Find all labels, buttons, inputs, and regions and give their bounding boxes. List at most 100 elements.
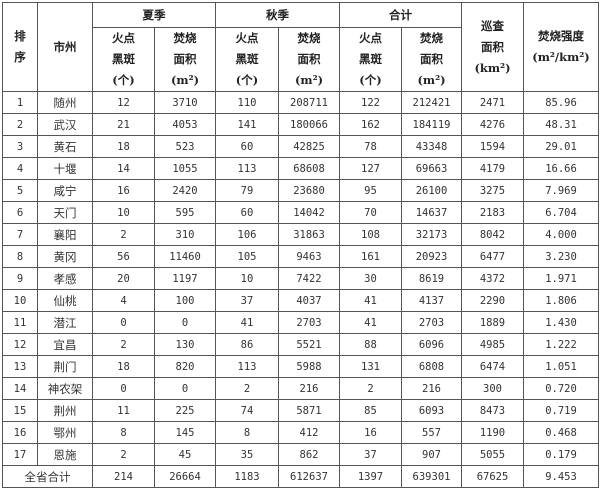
cell-autumn-burn-area: 2703 bbox=[278, 311, 340, 334]
cell-city: 天门 bbox=[37, 201, 93, 224]
cell-total-autumn-fire-spots: 1183 bbox=[215, 465, 279, 488]
cell-summer-burn-area: 595 bbox=[154, 201, 216, 224]
cell-patrol-area: 1190 bbox=[461, 421, 524, 444]
cell-summer-fire-spots: 0 bbox=[92, 377, 155, 400]
cell-summer-burn-area: 145 bbox=[154, 421, 216, 444]
cell-summer-fire-spots: 0 bbox=[92, 311, 155, 334]
cell-autumn-fire-spots: 35 bbox=[215, 443, 279, 466]
cell-summer-fire-spots: 2 bbox=[92, 443, 155, 466]
cell-total-burn-area: 6808 bbox=[401, 355, 462, 378]
cell-rank: 6 bbox=[2, 201, 38, 224]
cell-autumn-burn-area: 4037 bbox=[278, 289, 340, 312]
cell-autumn-burn-area: 862 bbox=[278, 443, 340, 466]
cell-burn-intensity: 1.222 bbox=[523, 333, 599, 356]
cell-city: 荆州 bbox=[37, 399, 93, 422]
cell-total-burn-area: 26100 bbox=[401, 179, 462, 202]
header-rank: 排序 bbox=[2, 2, 38, 92]
cell-total-fire-spots: 88 bbox=[339, 333, 402, 356]
cell-burn-intensity: 1.051 bbox=[523, 355, 599, 378]
cell-autumn-burn-area: 5521 bbox=[278, 333, 340, 356]
total-row-label: 全省合计 bbox=[2, 465, 93, 488]
cell-patrol-area: 2183 bbox=[461, 201, 524, 224]
cell-rank: 11 bbox=[2, 311, 38, 334]
cell-summer-fire-spots: 20 bbox=[92, 267, 155, 290]
cell-patrol-area: 6474 bbox=[461, 355, 524, 378]
cell-patrol-area: 1889 bbox=[461, 311, 524, 334]
total-row: 全省合计 214 26664 1183 612637 1397 639301 67625 9.4… bbox=[2, 465, 599, 488]
cell-autumn-fire-spots: 41 bbox=[215, 311, 279, 334]
header-city: 市州 bbox=[37, 2, 93, 92]
header-total-fire-spots: 火点 黑斑 (个) bbox=[339, 27, 402, 92]
cell-summer-burn-area: 100 bbox=[154, 289, 216, 312]
cell-total-fire-spots: 2 bbox=[339, 377, 402, 400]
cell-autumn-fire-spots: 105 bbox=[215, 245, 279, 268]
cell-summer-fire-spots: 18 bbox=[92, 355, 155, 378]
cell-patrol-area: 2471 bbox=[461, 91, 524, 114]
cell-total-fire-spots: 30 bbox=[339, 267, 402, 290]
cell-burn-intensity: 1.971 bbox=[523, 267, 599, 290]
cell-autumn-fire-spots: 86 bbox=[215, 333, 279, 356]
cell-patrol-area: 8042 bbox=[461, 223, 524, 246]
cell-summer-fire-spots: 2 bbox=[92, 223, 155, 246]
cell-burn-intensity: 16.66 bbox=[523, 157, 599, 180]
cell-total-fire-spots: 127 bbox=[339, 157, 402, 180]
cell-autumn-fire-spots: 106 bbox=[215, 223, 279, 246]
cell-summer-burn-area: 0 bbox=[154, 311, 216, 334]
cell-city: 潜江 bbox=[37, 311, 93, 334]
cell-total-patrol-area: 67625 bbox=[461, 465, 524, 488]
cell-burn-intensity: 3.230 bbox=[523, 245, 599, 268]
cell-autumn-burn-area: 9463 bbox=[278, 245, 340, 268]
cell-autumn-fire-spots: 110 bbox=[215, 91, 279, 114]
cell-rank: 1 bbox=[2, 91, 38, 114]
cell-total-burn-area: 8619 bbox=[401, 267, 462, 290]
cell-rank: 16 bbox=[2, 421, 38, 444]
cell-autumn-fire-spots: 74 bbox=[215, 399, 279, 422]
cell-total-burn-area: 216 bbox=[401, 377, 462, 400]
cell-total-fire-spots: 78 bbox=[339, 135, 402, 158]
table-row: 6 天门 10 595 60 14042 70 14637 2183 6.704 bbox=[2, 201, 599, 224]
cell-total-burn-area: 32173 bbox=[401, 223, 462, 246]
cell-city: 随州 bbox=[37, 91, 93, 114]
cell-rank: 5 bbox=[2, 179, 38, 202]
cell-rank: 8 bbox=[2, 245, 38, 268]
cell-autumn-burn-area: 180066 bbox=[278, 113, 340, 136]
cell-city: 恩施 bbox=[37, 443, 93, 466]
header-total-burn-area: 焚烧 面积 (m²) bbox=[401, 27, 462, 92]
table-row: 2 武汉 21 4053 141 180066 162 184119 4276 48.31 bbox=[2, 113, 599, 136]
cell-autumn-burn-area: 23680 bbox=[278, 179, 340, 202]
cell-summer-burn-area: 1055 bbox=[154, 157, 216, 180]
cell-autumn-burn-area: 14042 bbox=[278, 201, 340, 224]
cell-city: 仙桃 bbox=[37, 289, 93, 312]
cell-autumn-fire-spots: 113 bbox=[215, 355, 279, 378]
cell-total-burn-area: 69663 bbox=[401, 157, 462, 180]
cell-rank: 3 bbox=[2, 135, 38, 158]
table-row: 13 荆门 18 820 113 5988 131 6808 6474 1.051 bbox=[2, 355, 599, 378]
header-autumn: 秋季 bbox=[215, 2, 340, 28]
table-row: 4 十堰 14 1055 113 68608 127 69663 4179 16.66 bbox=[2, 157, 599, 180]
cell-summer-fire-spots: 56 bbox=[92, 245, 155, 268]
cell-burn-intensity: 4.000 bbox=[523, 223, 599, 246]
cell-patrol-area: 4372 bbox=[461, 267, 524, 290]
table-row: 7 襄阳 2 310 106 31863 108 32173 8042 4.000 bbox=[2, 223, 599, 246]
cell-summer-fire-spots: 8 bbox=[92, 421, 155, 444]
table-row: 16 鄂州 8 145 8 412 16 557 1190 0.468 bbox=[2, 421, 599, 444]
cell-burn-intensity: 85.96 bbox=[523, 91, 599, 114]
cell-rank: 14 bbox=[2, 377, 38, 400]
table-row: 5 咸宁 16 2420 79 23680 95 26100 3275 7.969 bbox=[2, 179, 599, 202]
cell-total-fire-spots: 95 bbox=[339, 179, 402, 202]
table-row: 9 孝感 20 1197 10 7422 30 8619 4372 1.971 bbox=[2, 267, 599, 290]
cell-summer-fire-spots: 10 bbox=[92, 201, 155, 224]
cell-patrol-area: 1594 bbox=[461, 135, 524, 158]
cell-patrol-area: 8473 bbox=[461, 399, 524, 422]
cell-autumn-burn-area: 68608 bbox=[278, 157, 340, 180]
cell-autumn-fire-spots: 2 bbox=[215, 377, 279, 400]
cell-burn-intensity: 0.720 bbox=[523, 377, 599, 400]
cell-total-burn-area: 14637 bbox=[401, 201, 462, 224]
cell-summer-fire-spots: 14 bbox=[92, 157, 155, 180]
cell-autumn-burn-area: 7422 bbox=[278, 267, 340, 290]
cell-autumn-fire-spots: 113 bbox=[215, 157, 279, 180]
cell-total-burn-area: 2703 bbox=[401, 311, 462, 334]
cell-autumn-burn-area: 5988 bbox=[278, 355, 340, 378]
cell-burn-intensity: 6.704 bbox=[523, 201, 599, 224]
cell-autumn-burn-area: 412 bbox=[278, 421, 340, 444]
